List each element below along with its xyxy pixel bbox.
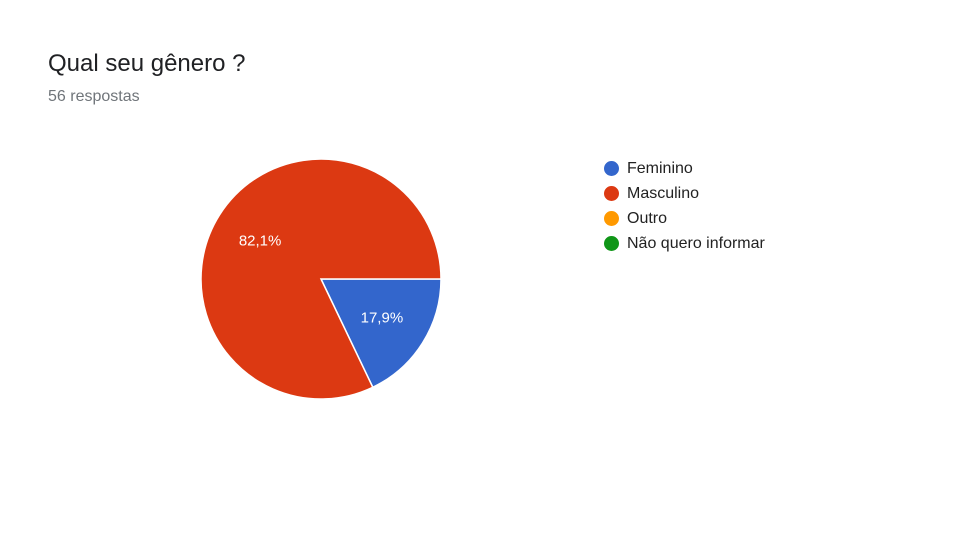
legend-item[interactable]: Outro <box>604 206 765 231</box>
pie-slice-feminino[interactable] <box>319 278 442 389</box>
legend-label: Masculino <box>627 184 700 202</box>
legend-item[interactable]: Não quero informar <box>604 231 765 256</box>
pie-slice-label: 17,9% <box>361 309 404 326</box>
legend-swatch <box>604 186 619 201</box>
pie-slices <box>200 158 442 400</box>
legend-label: Não quero informar <box>627 234 765 252</box>
pie-slice-masculino[interactable] <box>200 158 442 400</box>
legend-item[interactable]: Feminino <box>604 156 765 181</box>
legend-swatch <box>604 211 619 226</box>
legend-swatch <box>604 161 619 176</box>
legend-swatch <box>604 236 619 251</box>
legend-item[interactable]: Masculino <box>604 181 765 206</box>
legend-label: Feminino <box>627 159 693 177</box>
pie-slice-labels: 17,9% 82,1% <box>239 233 403 327</box>
response-count: 56 respostas <box>48 88 140 105</box>
legend-label: Outro <box>627 209 668 227</box>
question-title: Qual seu gênero ? <box>48 50 246 77</box>
chart-legend: Feminino Masculino Outro Não quero informar <box>604 156 765 256</box>
pie-slice-label: 82,1% <box>239 233 282 250</box>
